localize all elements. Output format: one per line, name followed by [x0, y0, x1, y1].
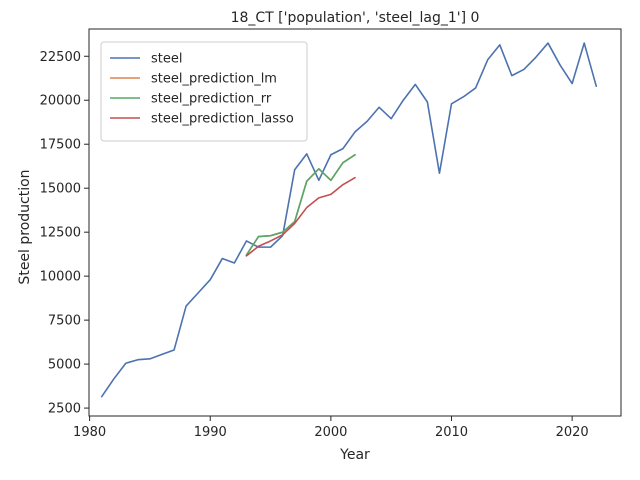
- y-axis: 2500 5000 7500 10000 12500 15000 17500 20000 225…: [40, 50, 89, 417]
- x-axis-title: Year: [339, 447, 370, 463]
- y-tick-label: 20000: [40, 94, 81, 109]
- series-line-steel-prediction-lasso: [245, 176, 356, 257]
- legend-box: [100, 41, 308, 142]
- legend: steel steel_prediction_lm steel_prediction…: [100, 41, 308, 142]
- y-tick-label: 17500: [40, 138, 81, 153]
- x-tick-label: 2010: [435, 425, 468, 440]
- chart-title: 18_CT ['population', 'steel_lag_1'] 0: [231, 10, 480, 26]
- series-line-steel: [100, 42, 598, 398]
- legend-label: steel: [151, 52, 182, 67]
- y-tick-label: 5000: [48, 358, 81, 373]
- x-tick-label: 2000: [314, 425, 347, 440]
- y-tick-label: 15000: [40, 182, 81, 197]
- y-tick-label: 7500: [48, 314, 81, 329]
- x-tick-label: 2020: [556, 425, 589, 440]
- x-axis: 1980 1990 2000 2010 2020: [73, 416, 589, 440]
- y-axis-title: Steel production: [17, 169, 33, 284]
- series-layer: [100, 42, 598, 398]
- legend-label: steel_prediction_lm: [151, 72, 277, 87]
- y-tick-label: 12500: [40, 226, 81, 241]
- y-tick-label: 22500: [40, 50, 81, 65]
- y-tick-label: 10000: [40, 270, 81, 285]
- x-tick-label: 1980: [73, 425, 106, 440]
- y-tick-label: 2500: [48, 402, 81, 417]
- legend-label: steel_prediction_lasso: [151, 112, 294, 127]
- legend-label: steel_prediction_rr: [151, 92, 272, 107]
- series-line-steel-prediction-rr: [245, 153, 356, 256]
- x-tick-label: 1990: [194, 425, 227, 440]
